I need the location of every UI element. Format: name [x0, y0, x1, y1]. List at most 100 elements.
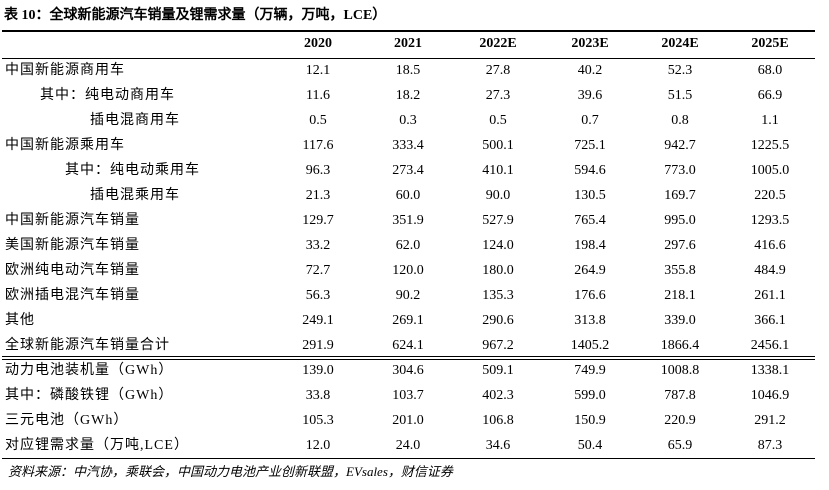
- cell-value: 0.3: [399, 113, 417, 128]
- row-label: 欧洲纯电动汽车销量: [5, 263, 140, 278]
- column-header: 2024E: [661, 36, 699, 51]
- rule: [2, 58, 815, 59]
- row-label: 三元电池（GWh）: [5, 413, 129, 428]
- cell-value: 12.1: [305, 63, 331, 78]
- cell-value: 339.0: [664, 313, 696, 328]
- cell-value: 60.0: [395, 188, 421, 203]
- cell-value: 18.2: [395, 88, 421, 103]
- cell-value: 0.8: [671, 113, 689, 128]
- cell-value: 599.0: [574, 388, 606, 403]
- row-label: 对应锂需求量（万吨,LCE）: [5, 438, 189, 453]
- cell-value: 218.1: [664, 288, 696, 303]
- cell-value: 201.0: [392, 413, 424, 428]
- cell-value: 72.7: [305, 263, 331, 278]
- cell-value: 787.8: [664, 388, 696, 403]
- row-label: 美国新能源汽车销量: [5, 238, 140, 253]
- column-header: 2020: [304, 36, 332, 51]
- cell-value: 291.9: [302, 338, 334, 353]
- cell-value: 351.9: [392, 213, 424, 228]
- cell-value: 96.3: [305, 163, 331, 178]
- cell-value: 124.0: [482, 238, 514, 253]
- row-label: 其中：纯电动商用车: [40, 88, 175, 103]
- cell-value: 135.3: [482, 288, 514, 303]
- cell-value: 65.9: [667, 438, 693, 453]
- cell-value: 402.3: [482, 388, 514, 403]
- cell-value: 264.9: [574, 263, 606, 278]
- cell-value: 416.6: [754, 238, 786, 253]
- cell-value: 509.1: [482, 363, 514, 378]
- cell-value: 297.6: [664, 238, 696, 253]
- cell-value: 39.6: [577, 88, 603, 103]
- cell-value: 52.3: [667, 63, 693, 78]
- cell-value: 366.1: [754, 313, 786, 328]
- row-label: 中国新能源商用车: [5, 63, 125, 78]
- cell-value: 169.7: [664, 188, 696, 203]
- cell-value: 12.0: [305, 438, 331, 453]
- cell-value: 773.0: [664, 163, 696, 178]
- rule: [2, 30, 815, 32]
- cell-value: 500.1: [482, 138, 514, 153]
- cell-value: 21.3: [305, 188, 331, 203]
- cell-value: 176.6: [574, 288, 606, 303]
- cell-value: 90.2: [395, 288, 421, 303]
- cell-value: 90.0: [485, 188, 511, 203]
- cell-value: 24.0: [395, 438, 421, 453]
- cell-value: 50.4: [577, 438, 603, 453]
- row-label: 中国新能源乘用车: [5, 138, 125, 153]
- cell-value: 725.1: [574, 138, 606, 153]
- cell-value: 313.8: [574, 313, 606, 328]
- cell-value: 27.8: [485, 63, 511, 78]
- cell-value: 1338.1: [750, 363, 790, 378]
- table-title: 表 10：全球新能源汽车销量及锂需求量（万辆，万吨，LCE）: [4, 8, 387, 23]
- cell-value: 410.1: [482, 163, 514, 178]
- cell-value: 1405.2: [570, 338, 610, 353]
- column-header: 2022E: [479, 36, 517, 51]
- cell-value: 68.0: [757, 63, 783, 78]
- cell-value: 51.5: [667, 88, 693, 103]
- cell-value: 484.9: [754, 263, 786, 278]
- cell-value: 2456.1: [750, 338, 790, 353]
- cell-value: 120.0: [392, 263, 424, 278]
- row-label: 插电混商用车: [90, 113, 180, 128]
- row-label: 全球新能源汽车销量合计: [5, 338, 170, 353]
- cell-value: 139.0: [302, 363, 334, 378]
- row-label: 动力电池装机量（GWh）: [5, 363, 174, 378]
- cell-value: 180.0: [482, 263, 514, 278]
- cell-value: 1.1: [761, 113, 779, 128]
- cell-value: 198.4: [574, 238, 606, 253]
- cell-value: 249.1: [302, 313, 334, 328]
- row-label: 其中：纯电动乘用车: [65, 163, 200, 178]
- cell-value: 117.6: [302, 138, 334, 153]
- row-label: 中国新能源汽车销量: [5, 213, 140, 228]
- cell-value: 269.1: [392, 313, 424, 328]
- cell-value: 0.7: [581, 113, 599, 128]
- cell-value: 34.6: [485, 438, 511, 453]
- cell-value: 1046.9: [750, 388, 790, 403]
- cell-value: 624.1: [392, 338, 424, 353]
- cell-value: 129.7: [302, 213, 334, 228]
- cell-value: 355.8: [664, 263, 696, 278]
- cell-value: 1866.4: [660, 338, 700, 353]
- row-label: 插电混乘用车: [90, 188, 180, 203]
- cell-value: 33.8: [305, 388, 331, 403]
- cell-value: 27.3: [485, 88, 511, 103]
- cell-value: 150.9: [574, 413, 606, 428]
- source-note: 资料来源：中汽协，乘联会，中国动力电池产业创新联盟，EVsales，财信证券: [8, 464, 453, 479]
- row-label: 欧洲插电混汽车销量: [5, 288, 140, 303]
- cell-value: 220.5: [754, 188, 786, 203]
- cell-value: 967.2: [482, 338, 514, 353]
- column-header: 2023E: [571, 36, 609, 51]
- column-header: 2021: [394, 36, 422, 51]
- rule: [2, 458, 815, 459]
- cell-value: 273.4: [392, 163, 424, 178]
- cell-value: 942.7: [664, 138, 696, 153]
- cell-value: 304.6: [392, 363, 424, 378]
- cell-value: 220.9: [664, 413, 696, 428]
- cell-value: 56.3: [305, 288, 331, 303]
- column-header: 2025E: [751, 36, 789, 51]
- cell-value: 527.9: [482, 213, 514, 228]
- cell-value: 105.3: [302, 413, 334, 428]
- cell-value: 103.7: [392, 388, 424, 403]
- cell-value: 40.2: [577, 63, 603, 78]
- cell-value: 749.9: [574, 363, 606, 378]
